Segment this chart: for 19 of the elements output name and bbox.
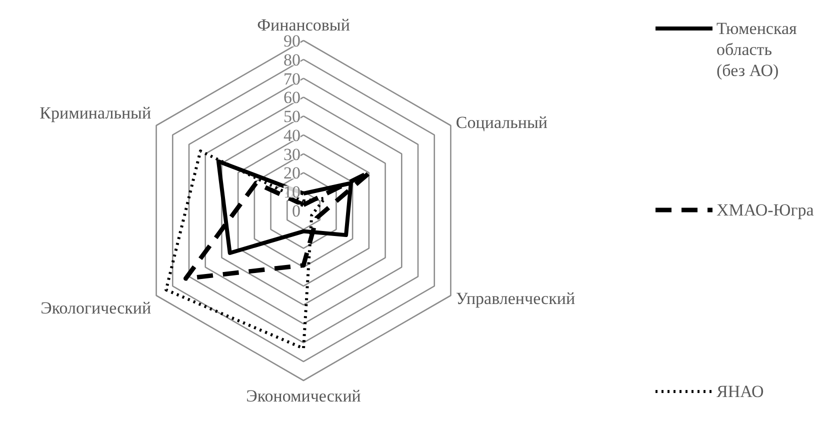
spoke-label: Социальный [456, 113, 548, 132]
y-tick-label: 80 [284, 50, 300, 70]
y-tick-label: 0 [292, 202, 300, 220]
y-tick-label: 90 [284, 32, 300, 50]
spoke-label: Финансовый [257, 16, 350, 34]
legend-label: Тюменская область (без АО) [716, 19, 798, 80]
y-tick-label: 40 [284, 126, 300, 145]
y-tick-label: 10 [284, 182, 300, 202]
y-tick-label: 70 [284, 69, 300, 88]
y-tick-label: 20 [284, 164, 300, 183]
spoke-label: Экономический [246, 386, 361, 406]
legend-label: ХМАО-Югра [716, 200, 814, 220]
y-tick-label: 30 [284, 144, 300, 164]
y-tick-label: 60 [284, 88, 300, 108]
spoke-label: Экологический [40, 298, 152, 318]
y-tick-label: 50 [284, 107, 300, 126]
spoke-label: Управленческий [456, 289, 576, 308]
spoke-label: Криминальный [40, 104, 152, 122]
legend-label: ЯНАО [716, 382, 764, 401]
